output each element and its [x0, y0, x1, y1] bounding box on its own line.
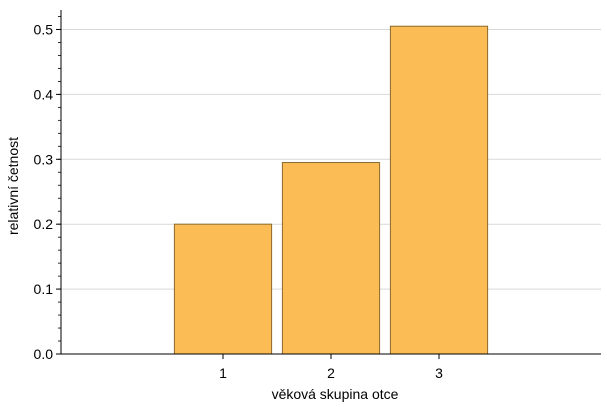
axes: [56, 10, 601, 359]
bar-2: [281, 162, 381, 355]
y-tick-label: 0.0: [34, 346, 54, 362]
x-tick-label: 3: [435, 365, 443, 381]
y-tick-label: 0.3: [34, 151, 54, 167]
tick-labels: 0.0 0.1 0.2 0.3 0.4 0.5 1 2 3: [34, 21, 444, 381]
bars: [173, 25, 489, 355]
y-tick-label: 0.4: [34, 86, 54, 102]
bar-3: [389, 25, 489, 355]
x-tick-label: 1: [219, 365, 227, 381]
y-tick-label: 0.1: [34, 281, 54, 297]
y-tick-label: 0.2: [34, 216, 54, 232]
y-tick-label: 0.5: [34, 21, 54, 37]
x-tick-label: 2: [327, 365, 335, 381]
bar-1: [173, 223, 273, 355]
x-axis-label: věková skupina otce: [272, 386, 399, 402]
grid-lines: [61, 28, 601, 290]
y-axis-label: relativní četnost: [5, 137, 21, 235]
